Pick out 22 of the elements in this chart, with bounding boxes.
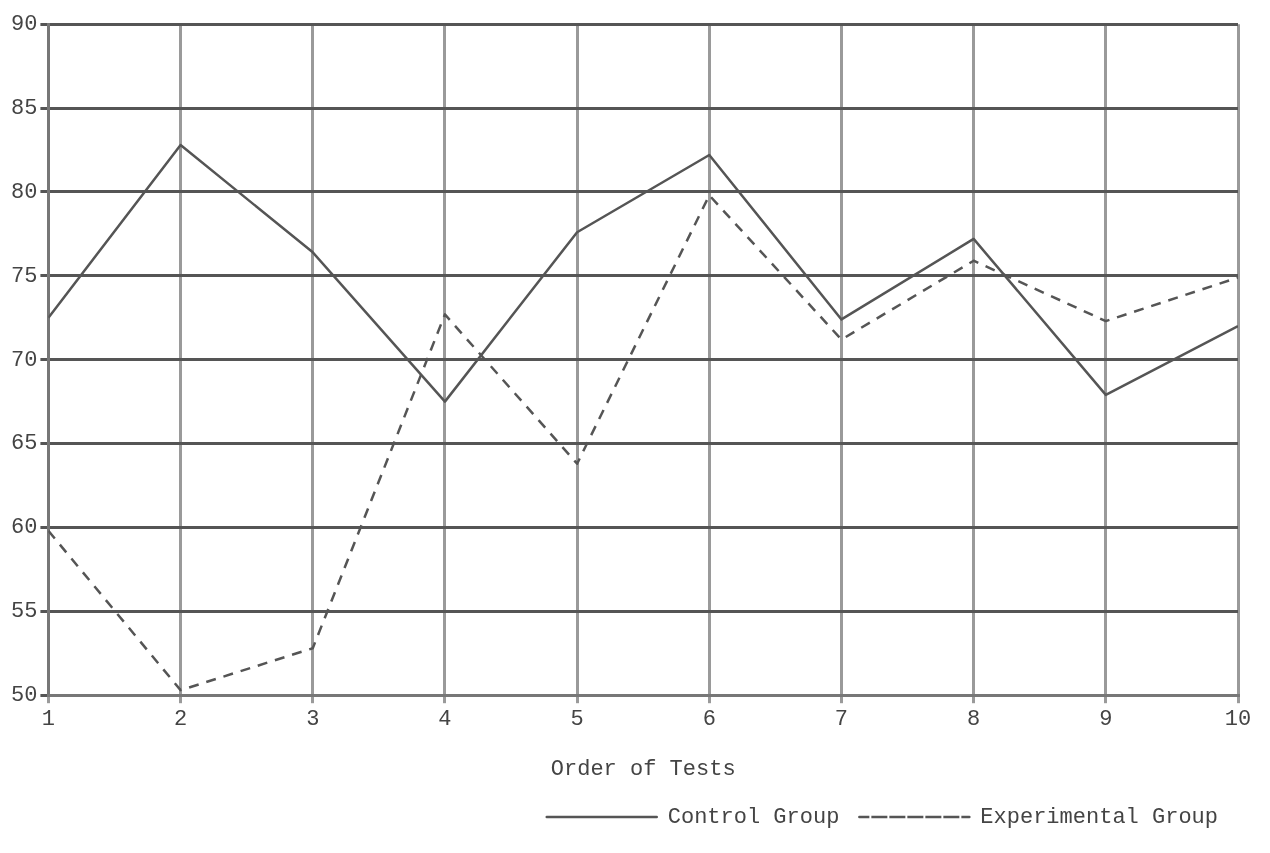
y-tick-label: 75 <box>11 263 38 289</box>
y-tick-label: 70 <box>11 347 38 373</box>
x-tick-label: 3 <box>306 707 320 733</box>
legend-label: Control Group <box>667 804 840 830</box>
x-tick-label: 6 <box>702 707 716 733</box>
y-tick-label: 90 <box>11 12 38 38</box>
x-tick-label: 5 <box>570 707 584 733</box>
x-tick-label: 4 <box>438 707 452 733</box>
x-tick-label: 9 <box>1099 707 1113 733</box>
x-tick-label: 1 <box>41 707 56 733</box>
x-axis-title: Order of Tests <box>550 756 736 782</box>
x-tick-label: 2 <box>173 707 188 733</box>
y-tick-label: 85 <box>11 95 38 121</box>
x-tick-label: 7 <box>834 707 849 733</box>
x-tick-label: 10 <box>1224 707 1252 733</box>
x-tick-label: 8 <box>967 707 981 733</box>
y-tick-label: 65 <box>11 431 38 457</box>
legend-label: Experimental Group <box>980 804 1218 830</box>
y-tick-label: 80 <box>11 179 38 205</box>
y-tick-label: 50 <box>11 683 38 709</box>
y-tick-label: 60 <box>11 515 38 541</box>
y-tick-label: 55 <box>11 599 38 625</box>
